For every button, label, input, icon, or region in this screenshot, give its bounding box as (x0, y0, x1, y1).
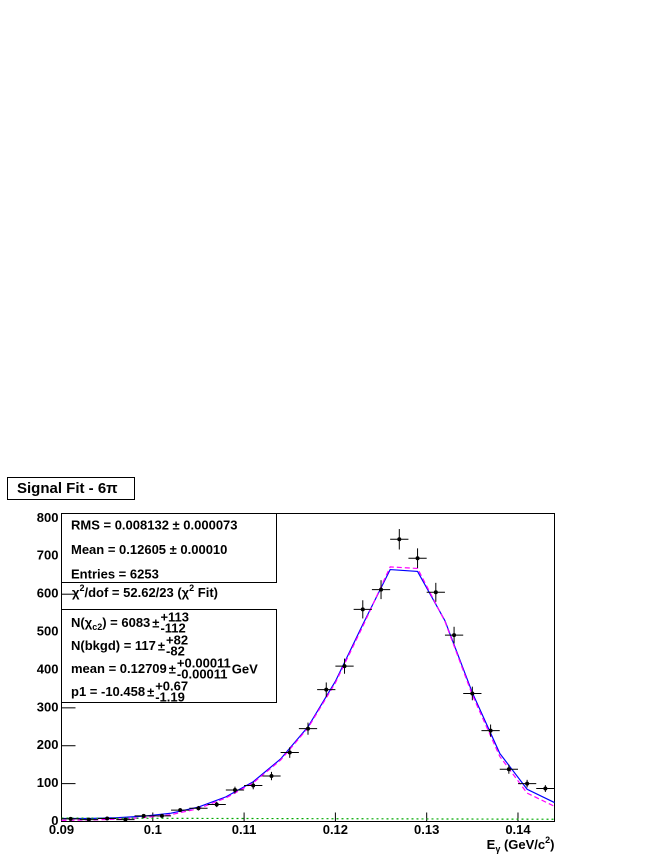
param-plus: +0.67 (155, 678, 188, 693)
data-point (543, 786, 548, 791)
param-line-part: mean = 0.12709 (71, 661, 167, 676)
data-point (506, 767, 511, 772)
stats-line: Entries = 6253 (71, 566, 159, 581)
data-point (269, 774, 274, 779)
x-tick-label: 0.1 (144, 822, 162, 837)
chi2-label-part: χ (72, 585, 80, 600)
chi2-label-part: Fit) (194, 585, 218, 600)
data-point (360, 607, 365, 612)
data-point (196, 806, 201, 811)
data-point (251, 783, 256, 788)
data-point (123, 817, 128, 822)
x-axis-label-part: ) (550, 837, 554, 852)
param-pm: ± (147, 684, 154, 699)
data-point (178, 808, 183, 813)
param-pm: ± (158, 638, 165, 653)
param-pm: ± (152, 615, 159, 630)
data-point (214, 802, 219, 807)
param-minus: -0.00011 (177, 666, 228, 681)
param-pm: ± (169, 661, 176, 676)
data-point (379, 587, 384, 592)
chi2-label: χ2/dof = 52.62/23 (χ2 Fit) (72, 583, 218, 600)
x-tick-label: 0.12 (323, 822, 348, 837)
param-minus: -112 (160, 620, 185, 635)
param-minus: -82 (166, 643, 185, 658)
param-plus: +82 (166, 632, 188, 647)
param-plus: +0.00011 (177, 655, 231, 670)
data-point (470, 691, 475, 696)
y-tick-label: 800 (37, 510, 59, 525)
data-point (141, 813, 146, 818)
param-line: p1 = -10.458 (71, 684, 145, 699)
chi2-label-part: 2 (189, 583, 194, 593)
params-box-fill (61, 609, 277, 703)
param-unit: GeV (232, 661, 258, 676)
data-point (86, 817, 91, 822)
stats-box-fill (61, 513, 277, 583)
param-line: N(bkgd) = 117 (71, 638, 156, 653)
param-line-part: c2 (92, 622, 102, 632)
chi2-label-part: /dof = 52.62/23 (χ (85, 585, 190, 600)
x-axis-label-part: E (487, 837, 496, 852)
data-point (232, 788, 237, 793)
y-tick-label: 500 (37, 624, 59, 639)
x-tick-label: 0.13 (414, 822, 439, 837)
data-point (342, 664, 347, 669)
data-point (287, 750, 292, 755)
x-axis-label-part: 2 (545, 835, 550, 845)
data-point (397, 537, 402, 542)
data-point (452, 633, 457, 638)
data-point (415, 556, 420, 561)
data-point (324, 687, 329, 692)
y-tick-label: 700 (37, 548, 59, 563)
x-tick-label: 0.14 (505, 822, 531, 837)
chi2-label-part: 2 (79, 583, 84, 593)
param-line-part: ) = 6083 (102, 615, 150, 630)
param-plus: +113 (160, 609, 189, 624)
stats-line: RMS = 0.008132 ± 0.000073 (71, 517, 238, 532)
data-point (159, 813, 164, 818)
param-line: N(χc2) = 6083 (71, 615, 150, 632)
data-point (68, 816, 73, 821)
y-tick-label: 200 (37, 737, 59, 752)
param-line: mean = 0.12709 (71, 661, 167, 676)
y-tick-label: 600 (37, 586, 59, 601)
chart-title: Signal Fit - 6π (17, 480, 118, 497)
x-axis-label: Eγ (GeV/c2) (487, 835, 555, 854)
param-minus: -1.19 (155, 689, 185, 704)
param-line-part: N(bkgd) = 117 (71, 638, 156, 653)
y-tick-label: 100 (37, 775, 59, 790)
y-tick-label: 300 (37, 699, 59, 714)
fit-curve (61, 817, 555, 820)
data-point (306, 726, 310, 731)
data-point (488, 728, 493, 733)
data-point (525, 781, 530, 786)
x-tick-label: 0.11 (232, 822, 257, 837)
data-point (105, 816, 110, 821)
stats-line: Mean = 0.12605 ± 0.00010 (71, 542, 227, 557)
param-line-part: N(χ (71, 615, 93, 630)
y-tick-label: 400 (37, 661, 59, 676)
param-line-part: p1 = -10.458 (71, 684, 145, 699)
title-box (7, 477, 135, 500)
data-point (433, 590, 438, 595)
y-tick-label: 0 (51, 813, 58, 828)
x-axis-label-part: (GeV/c (500, 837, 545, 852)
x-axis-label-part: γ (495, 844, 500, 854)
x-tick-label: 0.09 (49, 822, 74, 837)
